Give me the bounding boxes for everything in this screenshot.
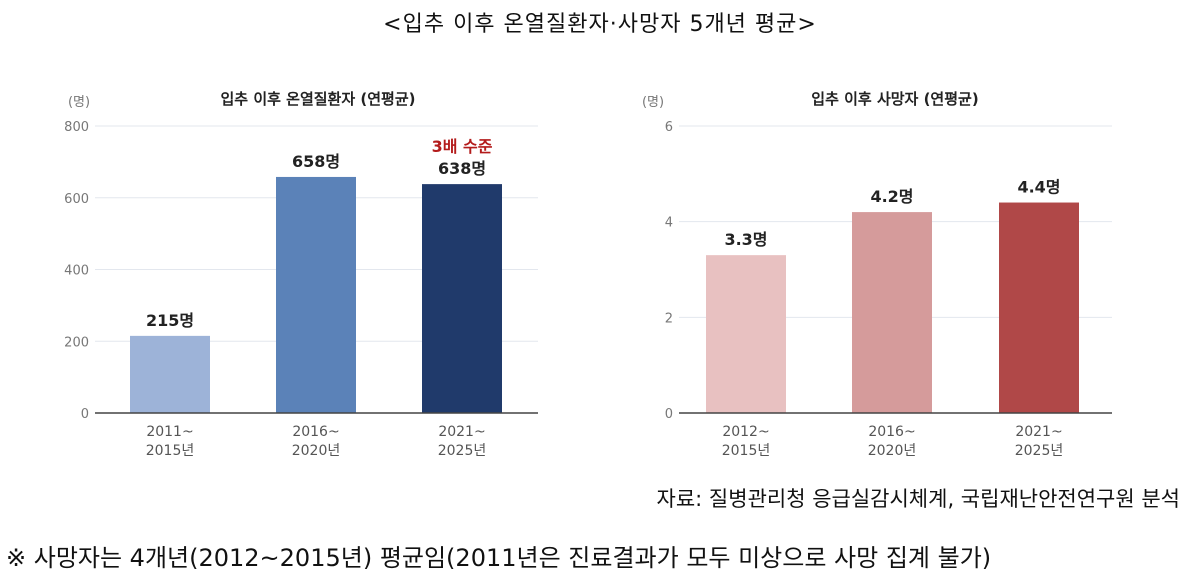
chart-2-data-label: 4.2명 — [870, 187, 913, 206]
chart-1-y-unit: (명) — [68, 95, 90, 110]
chart-2-title: 입추 이후 사망자 (연평균) — [811, 90, 978, 108]
chart-1-x-tick-label: 2021~ — [438, 424, 485, 440]
chart-2-bar — [706, 255, 786, 413]
source-note: 자료: 질병관리청 응급실감시체계, 국립재난안전연구원 분석 — [656, 487, 1180, 511]
chart-1-x-tick-label: 2020년 — [292, 443, 341, 459]
chart-1-data-label: 215명 — [146, 311, 194, 330]
chart-1-y-tick-label: 200 — [64, 335, 89, 350]
chart-2-bar — [852, 212, 932, 413]
chart-2-data-label: 3.3명 — [724, 230, 767, 249]
chart-1-y-tick-label: 400 — [64, 264, 89, 279]
chart-1-x-tick-label: 2016~ — [292, 424, 339, 440]
chart-1-bar — [422, 184, 502, 413]
chart-1-y-tick-label: 800 — [64, 120, 89, 135]
chart-1-data-label: 658명 — [292, 152, 340, 171]
chart-2-x-tick-label: 2021~ — [1015, 424, 1062, 440]
chart-1-bar — [276, 176, 356, 413]
chart-1-data-label: 638명 — [438, 159, 486, 178]
chart-2-y-tick-label: 2 — [665, 311, 673, 326]
chart-1-x-tick-label: 2011~ — [146, 424, 193, 440]
chart-1-y-tick-label: 600 — [64, 192, 89, 207]
chart-2-x-tick-label: 2015년 — [722, 443, 771, 459]
chart-2-y-tick-label: 0 — [665, 407, 673, 422]
chart-2-x-tick-label: 2016~ — [868, 424, 915, 440]
chart-1-x-tick-label: 2015년 — [146, 443, 195, 459]
chart-2-y-unit: (명) — [642, 95, 664, 110]
chart-2-data-label: 4.4명 — [1017, 178, 1060, 197]
chart-2-bar — [999, 202, 1079, 413]
chart-2-y-tick-label: 6 — [665, 120, 673, 135]
chart-1-y-tick-label: 0 — [81, 407, 89, 422]
main-title: <입추 이후 온열질환자·사망자 5개년 평균> — [383, 12, 817, 37]
chart-2-y-tick-label: 4 — [665, 216, 673, 231]
chart-1-bar — [130, 335, 210, 413]
footnote: ※ 사망자는 4개년(2012~2015년) 평균임(2011년은 진료결과가 … — [6, 544, 992, 572]
chart-1-x-tick-label: 2025년 — [438, 443, 487, 459]
chart-2-x-tick-label: 2012~ — [722, 424, 769, 440]
chart-1-annotation: 3배 수준 — [432, 137, 493, 156]
chart-2-x-tick-label: 2025년 — [1015, 443, 1064, 459]
chart-2-x-tick-label: 2020년 — [868, 443, 917, 459]
chart-1-title: 입추 이후 온열질환자 (연평균) — [221, 90, 416, 108]
